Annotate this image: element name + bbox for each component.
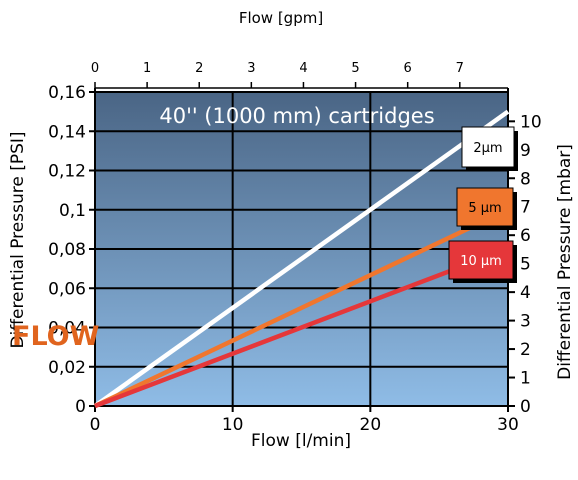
legend-label: 2µm [473, 141, 502, 156]
x2-tick-label: 4 [299, 61, 307, 76]
y-tick-label: 0 [75, 397, 86, 417]
axes: 0 0,02 0,04 0,06 0,08 0,1 0,12 0,14 0,16 0 1 2 3 4 5 6 7… [48, 61, 542, 435]
x-tick-label: 10 [222, 415, 244, 435]
x2-tick-label: 5 [351, 61, 359, 76]
x-tick-label: 0 [90, 415, 101, 435]
y2-tick-label: 4 [520, 283, 531, 303]
legend-box [461, 126, 515, 168]
x2-tick-label: 3 [247, 61, 255, 76]
y2-tick-label: 1 [520, 369, 531, 389]
y-tick-label: 0,04 [48, 319, 86, 339]
y2-tick-label: 9 [520, 141, 531, 161]
x2-tick-label: 1 [143, 61, 151, 76]
y2-tick-label: 3 [520, 312, 531, 332]
x-tick-label: 30 [497, 415, 519, 435]
series [93, 109, 510, 409]
y-tick-label: 0,14 [48, 122, 86, 142]
y-tick-label: 0,06 [48, 279, 86, 299]
x2-tick-label: 0 [91, 61, 99, 76]
x2-tick-label: 6 [404, 61, 412, 76]
y-tick-label: 0,1 [59, 201, 86, 221]
legend-box [456, 187, 514, 227]
right-y-axis-title: Differential Pressure [mbar] [555, 144, 575, 380]
y-tick-label: 0,16 [48, 83, 86, 103]
x-axis-title: Flow [l/min] [251, 431, 351, 451]
top-x-axis-title: Flow [gpm] [239, 9, 323, 27]
y2-tick-label: 6 [520, 226, 531, 246]
x2-tick-label: 2 [195, 61, 203, 76]
legend-label: 5 µm [468, 201, 501, 216]
y2-tick-label: 5 [520, 255, 531, 275]
y2-tick-label: 8 [520, 169, 531, 189]
y-axis-title: Differential Pressure [PSI] [8, 131, 28, 348]
y-tick-label: 0,08 [48, 240, 86, 260]
y-tick-label: 0,12 [48, 162, 86, 182]
x2-tick-label: 7 [456, 61, 464, 76]
y2-tick-label: 2 [520, 340, 531, 360]
y2-tick-label: 7 [520, 198, 531, 218]
chart-title: 40'' (1000 mm) cartridges [159, 104, 434, 128]
y2-tick-label: 0 [520, 397, 531, 417]
legend-box [448, 240, 514, 280]
x-tick-label: 20 [360, 415, 382, 435]
legend: 2µm 5 µm 10 µm [448, 126, 518, 283]
legend-label: 10 µm [460, 254, 502, 269]
y2-tick-label: 10 [520, 112, 542, 132]
series-line [94, 246, 509, 409]
series-line [94, 207, 509, 409]
watermark: FLOW [12, 321, 99, 352]
y-tick-label: 0,02 [48, 358, 86, 378]
series-line [93, 109, 510, 408]
